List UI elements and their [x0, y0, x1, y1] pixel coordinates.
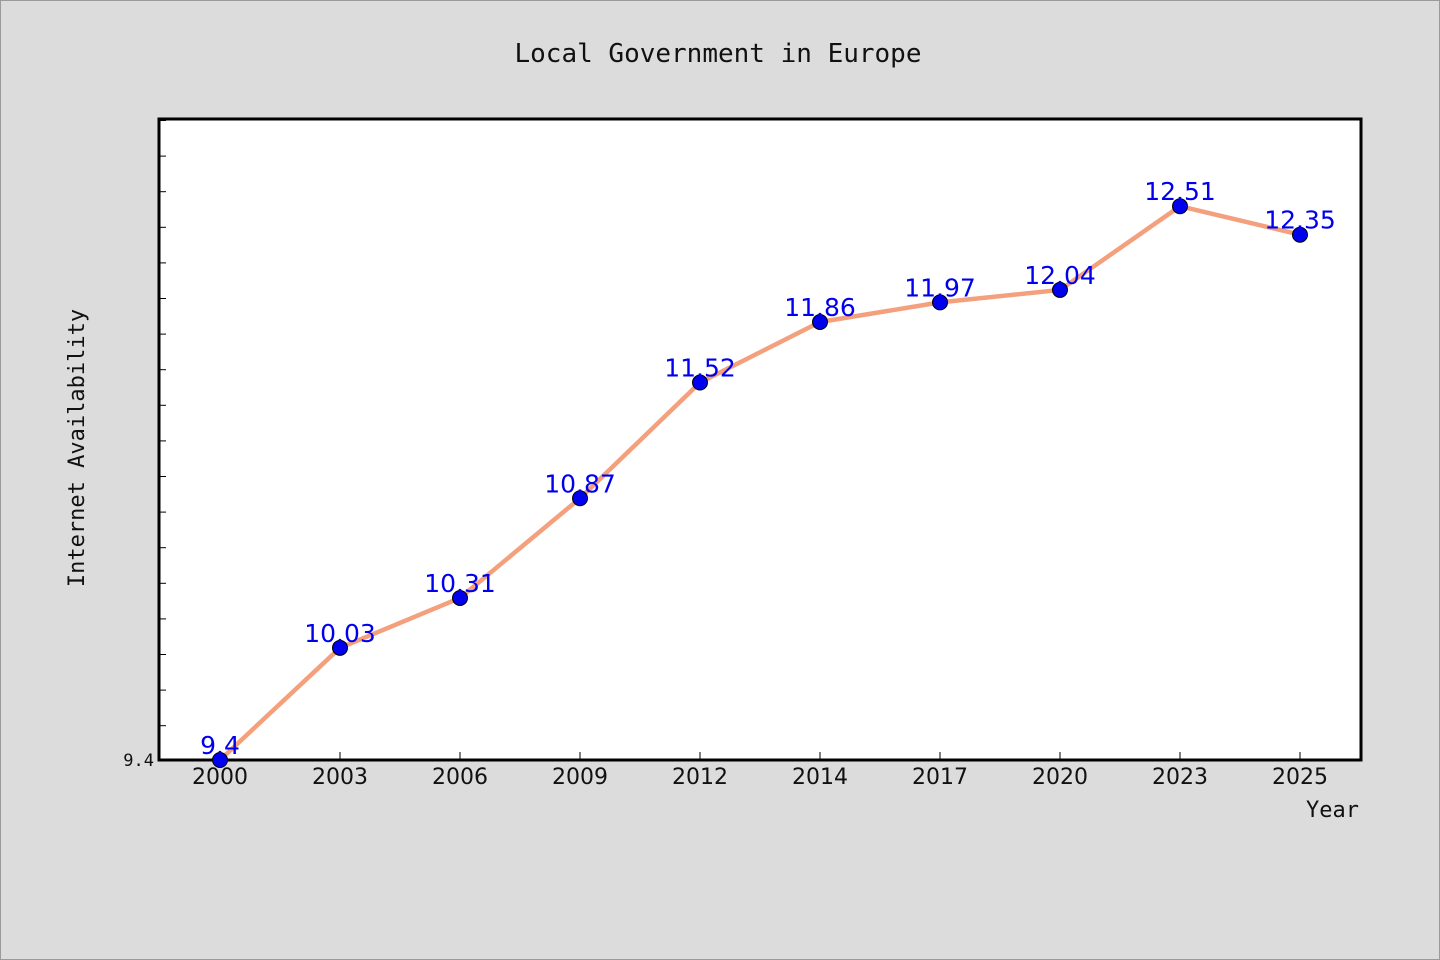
x-tick-label: 2003 — [312, 765, 368, 790]
x-tick-label: 2012 — [672, 765, 728, 790]
data-point — [452, 589, 468, 606]
data-label: 11.52 — [664, 354, 736, 383]
data-point — [212, 752, 228, 768]
data-point — [1052, 281, 1068, 298]
y-tick-label: 9.4 — [123, 751, 154, 771]
x-tick-label: 2000 — [192, 765, 248, 790]
y-tick-labels: 9.4 — [123, 751, 154, 771]
series-line — [217, 203, 1303, 763]
data-labels: 9.4 10.03 10.31 10.87 11.52 11.86 11.97 12.04 12… — [200, 177, 1336, 760]
series-line-group — [217, 203, 1303, 763]
x-tick-label: 2009 — [552, 765, 608, 790]
data-point — [572, 490, 588, 507]
x-tick-labels: 2000 2003 2006 2009 2012 2014 2017 2020 2023 2025 — [192, 765, 1328, 790]
data-point — [1172, 198, 1188, 215]
data-label: 12.04 — [1024, 261, 1096, 290]
data-label: 11.97 — [904, 273, 976, 302]
data-label: 9.4 — [200, 731, 240, 760]
x-axis-label: Year — [1306, 798, 1359, 823]
data-label: 10.87 — [544, 469, 616, 498]
data-point — [932, 294, 948, 311]
data-label: 12.51 — [1144, 177, 1216, 206]
data-point — [332, 639, 348, 656]
data-point — [692, 374, 708, 391]
data-point — [1292, 226, 1308, 243]
y-axis-label: Internet Availability — [65, 309, 90, 587]
data-point — [812, 313, 828, 330]
x-tick-label: 2025 — [1272, 765, 1328, 790]
x-tick-label: 2023 — [1152, 765, 1208, 790]
plot-area — [157, 117, 1363, 762]
data-markers — [212, 198, 1308, 768]
data-label: 11.86 — [784, 293, 856, 322]
y-axis-ticks — [159, 120, 166, 727]
x-tick-label: 2020 — [1032, 765, 1088, 790]
chart-title: Local Government in Europe — [515, 39, 922, 69]
data-label: 10.31 — [424, 569, 496, 598]
x-tick-label: 2017 — [912, 765, 968, 790]
x-tick-label: 2014 — [792, 765, 848, 790]
data-label: 10.03 — [304, 619, 376, 648]
x-tick-label: 2006 — [432, 765, 488, 790]
data-label: 12.35 — [1264, 206, 1336, 235]
